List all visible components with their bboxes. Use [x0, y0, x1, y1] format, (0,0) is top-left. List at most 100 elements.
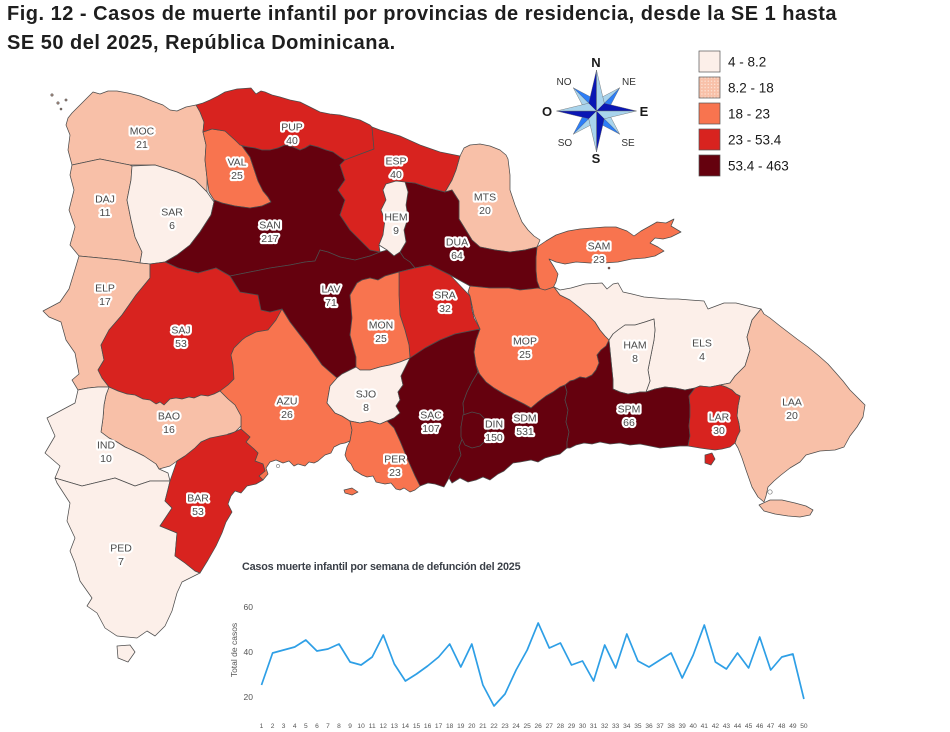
svg-text:SAN: SAN	[259, 220, 281, 232]
svg-text:Total de casos: Total de casos	[229, 623, 239, 677]
svg-text:6: 6	[315, 723, 319, 730]
svg-text:10: 10	[357, 723, 365, 730]
svg-text:MTS: MTS	[474, 192, 496, 204]
svg-text:38: 38	[667, 723, 675, 730]
svg-text:SAM: SAM	[588, 241, 611, 253]
svg-text:SAC: SAC	[420, 410, 442, 422]
svg-text:20: 20	[786, 410, 798, 422]
svg-text:Casos muerte infantil por sema: Casos muerte infantil por semana de defu…	[242, 561, 521, 573]
svg-text:24: 24	[512, 723, 520, 730]
svg-text:34: 34	[623, 723, 631, 730]
svg-text:LAR: LAR	[709, 412, 730, 424]
svg-text:531: 531	[516, 426, 534, 438]
svg-text:23: 23	[389, 467, 401, 479]
svg-text:6: 6	[169, 220, 175, 232]
svg-text:12: 12	[380, 723, 388, 730]
svg-text:LAV: LAV	[321, 284, 340, 296]
svg-text:41: 41	[701, 723, 709, 730]
svg-text:18 - 23: 18 - 23	[728, 107, 770, 122]
svg-text:PER: PER	[384, 454, 406, 466]
svg-text:SRA: SRA	[434, 290, 456, 302]
svg-text:N: N	[591, 55, 600, 70]
svg-text:48: 48	[778, 723, 786, 730]
svg-text:27: 27	[546, 723, 554, 730]
svg-text:ESP: ESP	[385, 156, 406, 168]
svg-text:71: 71	[325, 297, 337, 309]
svg-text:19: 19	[457, 723, 465, 730]
svg-text:49: 49	[789, 723, 797, 730]
svg-text:3: 3	[282, 723, 286, 730]
svg-text:32: 32	[439, 303, 451, 315]
svg-text:217: 217	[261, 233, 279, 245]
svg-text:37: 37	[656, 723, 664, 730]
svg-text:20: 20	[479, 205, 491, 217]
svg-text:ELS: ELS	[692, 338, 712, 350]
svg-text:21: 21	[136, 139, 148, 151]
svg-text:22: 22	[490, 723, 498, 730]
svg-text:14: 14	[402, 723, 410, 730]
svg-text:40: 40	[286, 135, 298, 147]
svg-text:11: 11	[100, 207, 111, 219]
svg-text:17: 17	[435, 723, 443, 730]
svg-text:8: 8	[632, 353, 638, 365]
svg-text:23 - 53.4: 23 - 53.4	[728, 133, 782, 148]
svg-text:60: 60	[244, 602, 254, 612]
svg-text:28: 28	[557, 723, 565, 730]
svg-text:43: 43	[723, 723, 731, 730]
svg-text:18: 18	[446, 723, 454, 730]
svg-text:150: 150	[485, 432, 503, 444]
svg-text:BAR: BAR	[187, 493, 209, 505]
svg-text:20: 20	[468, 723, 476, 730]
svg-text:IND: IND	[97, 440, 116, 452]
svg-text:53: 53	[192, 506, 204, 518]
svg-text:7: 7	[326, 723, 330, 730]
svg-text:16: 16	[424, 723, 432, 730]
svg-text:25: 25	[524, 723, 532, 730]
svg-text:25: 25	[375, 333, 387, 345]
svg-text:40: 40	[690, 723, 698, 730]
svg-text:PED: PED	[110, 543, 132, 555]
svg-text:16: 16	[163, 424, 175, 436]
svg-text:MOC: MOC	[130, 126, 155, 138]
svg-text:29: 29	[568, 723, 576, 730]
svg-text:4 - 8.2: 4 - 8.2	[728, 55, 766, 70]
svg-text:4: 4	[699, 351, 705, 363]
svg-text:BAO: BAO	[158, 411, 180, 423]
svg-text:9: 9	[393, 225, 399, 237]
svg-text:17: 17	[99, 296, 111, 308]
svg-text:47: 47	[767, 723, 775, 730]
svg-text:26: 26	[535, 723, 543, 730]
svg-text:4: 4	[293, 723, 297, 730]
svg-text:13: 13	[391, 723, 399, 730]
svg-text:E: E	[640, 104, 649, 119]
svg-text:5: 5	[304, 723, 308, 730]
svg-text:AZU: AZU	[277, 396, 298, 408]
svg-text:HEM: HEM	[384, 212, 407, 224]
svg-text:NE: NE	[622, 77, 636, 88]
svg-text:MOP: MOP	[513, 336, 537, 348]
svg-text:PUP: PUP	[281, 122, 303, 134]
svg-text:32: 32	[601, 723, 609, 730]
svg-text:30: 30	[713, 425, 725, 437]
svg-text:39: 39	[679, 723, 687, 730]
svg-text:SPM: SPM	[618, 404, 641, 416]
svg-text:46: 46	[756, 723, 764, 730]
svg-text:SO: SO	[558, 138, 573, 149]
svg-text:21: 21	[479, 723, 487, 730]
svg-text:26: 26	[281, 409, 293, 421]
svg-text:40: 40	[244, 647, 254, 657]
svg-text:8: 8	[337, 723, 341, 730]
svg-text:8: 8	[363, 402, 369, 414]
svg-text:MON: MON	[369, 320, 394, 332]
svg-text:SE: SE	[621, 138, 635, 149]
svg-text:40: 40	[390, 169, 402, 181]
svg-text:SJO: SJO	[356, 389, 376, 401]
svg-text:LAA: LAA	[782, 397, 802, 409]
svg-text:31: 31	[590, 723, 598, 730]
svg-text:53: 53	[175, 338, 187, 350]
svg-text:ELP: ELP	[95, 283, 115, 295]
svg-text:42: 42	[712, 723, 720, 730]
svg-text:2: 2	[271, 723, 275, 730]
svg-text:10: 10	[100, 453, 112, 465]
svg-text:11: 11	[369, 723, 376, 730]
